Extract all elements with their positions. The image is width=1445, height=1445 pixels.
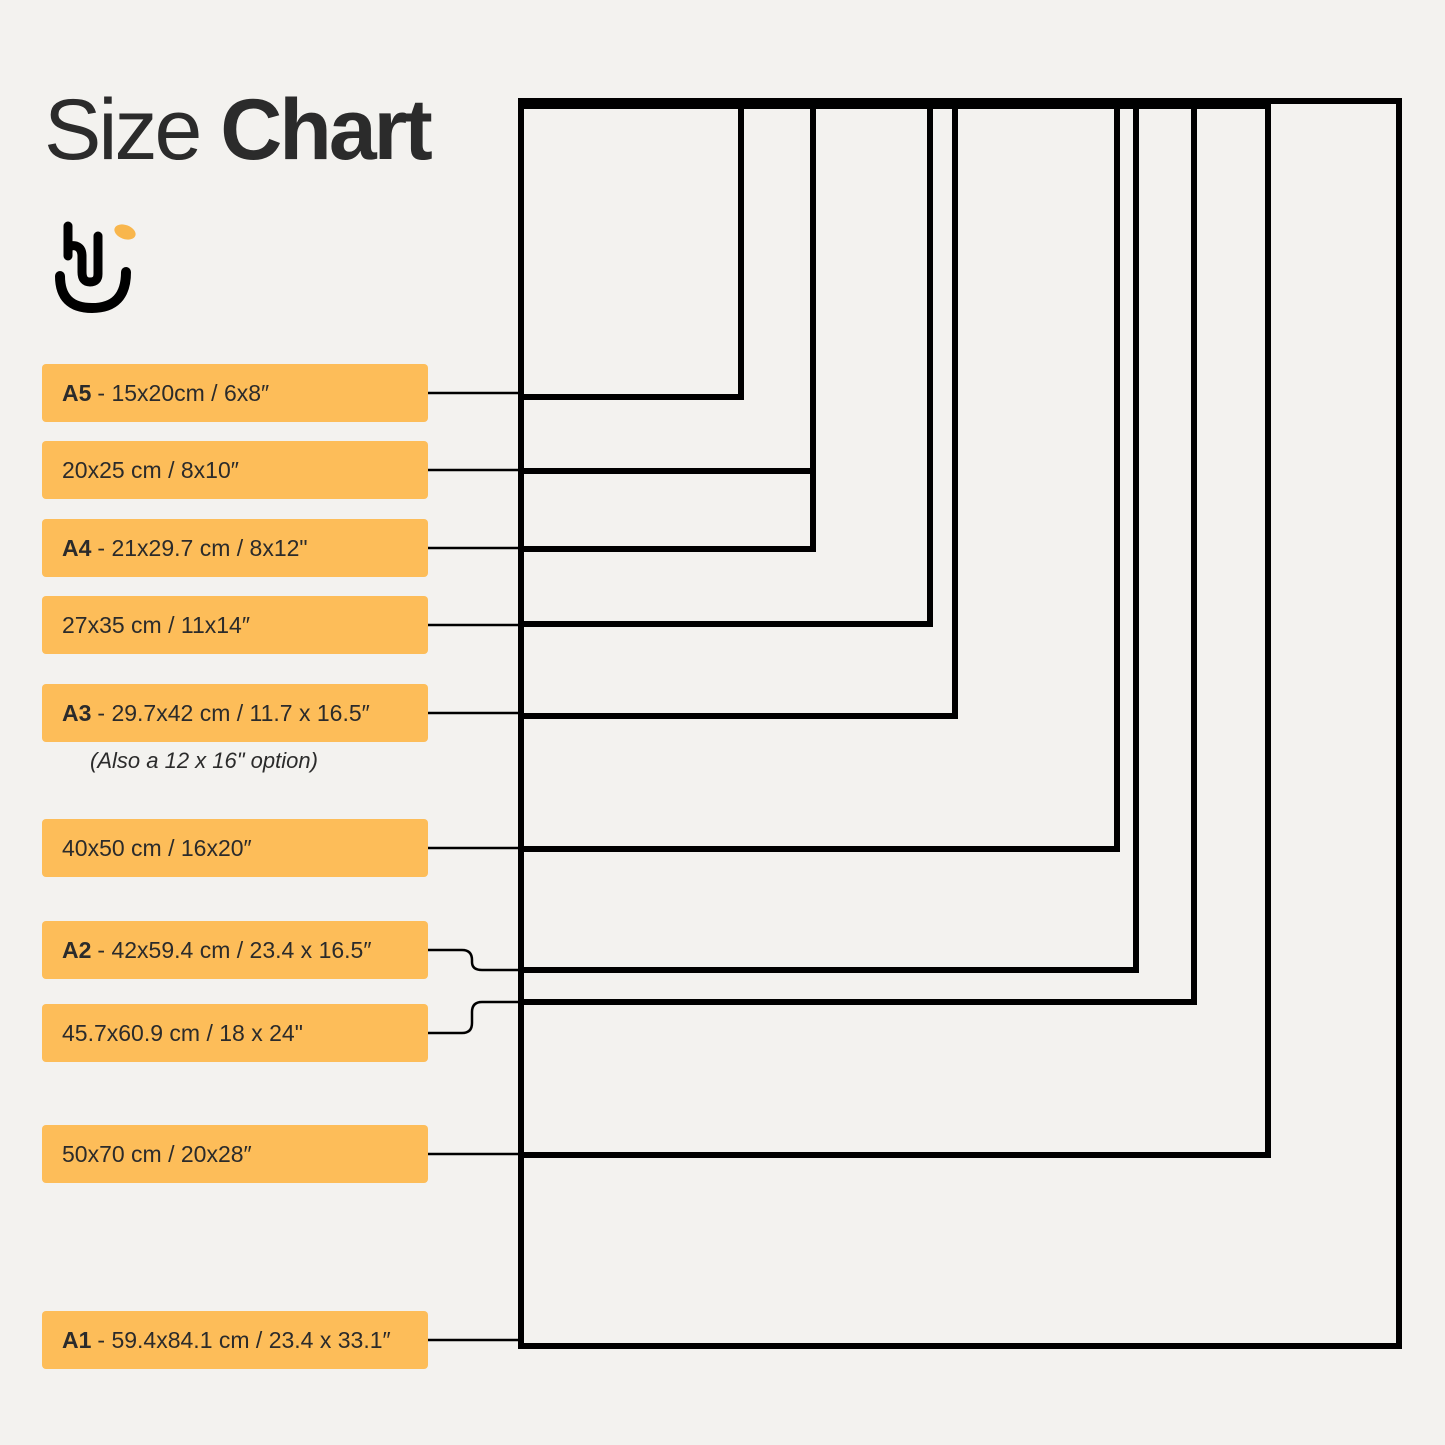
size-label: A4- 21x29.7 cm / 8x12"	[42, 519, 428, 577]
frame-outline	[518, 98, 744, 400]
page-title: Size Chart	[44, 80, 433, 180]
size-label: A5- 15x20cm / 6x8″	[42, 364, 428, 422]
size-text: 27x35 cm / 11x14″	[62, 611, 250, 638]
size-code: A2	[62, 936, 92, 963]
leader-line	[428, 1000, 521, 1035]
size-label: 27x35 cm / 11x14″	[42, 596, 428, 654]
size-text: 40x50 cm / 16x20″	[62, 834, 252, 861]
size-text: 20x25 cm / 8x10″	[62, 456, 239, 483]
size-text: 50x70 cm / 20x28″	[62, 1140, 252, 1167]
title-light: Size	[44, 82, 202, 178]
frame-outline	[518, 98, 933, 627]
size-label: 45.7x60.9 cm / 18 x 24"	[42, 1004, 428, 1062]
size-label: 40x50 cm / 16x20″	[42, 819, 428, 877]
frame-outline	[518, 103, 1271, 1158]
leader-line	[428, 948, 521, 972]
size-code: A4	[62, 534, 92, 561]
title-bold: Chart	[220, 82, 433, 178]
size-label: A1- 59.4x84.1 cm / 23.4 x 33.1″	[42, 1311, 428, 1369]
size-code: A5	[62, 379, 92, 406]
size-label: 20x25 cm / 8x10″	[42, 441, 428, 499]
size-label: A3- 29.7x42 cm / 11.7 x 16.5″	[42, 684, 428, 742]
size-label: A2- 42x59.4 cm / 23.4 x 16.5″	[42, 921, 428, 979]
size-text: - 29.7x42 cm / 11.7 x 16.5″	[97, 699, 370, 726]
a3-note: (Also a 12 x 16" option)	[90, 748, 318, 773]
size-label: 50x70 cm / 20x28″	[42, 1125, 428, 1183]
size-text: - 42x59.4 cm / 23.4 x 16.5″	[97, 936, 372, 963]
size-text: - 59.4x84.1 cm / 23.4 x 33.1″	[97, 1326, 391, 1353]
frame-outline	[518, 98, 816, 474]
size-code: A3	[62, 699, 92, 726]
size-text: - 21x29.7 cm / 8x12"	[97, 534, 308, 561]
size-code: A1	[62, 1326, 92, 1353]
size-text: - 15x20cm / 6x8″	[97, 379, 270, 406]
brand-logo-icon	[55, 221, 136, 314]
frame-outline	[518, 98, 1139, 973]
size-text: 45.7x60.9 cm / 18 x 24"	[62, 1019, 303, 1046]
frame-outline	[518, 98, 1402, 1349]
frame-outline	[518, 98, 1120, 852]
frame-outline	[518, 98, 816, 552]
